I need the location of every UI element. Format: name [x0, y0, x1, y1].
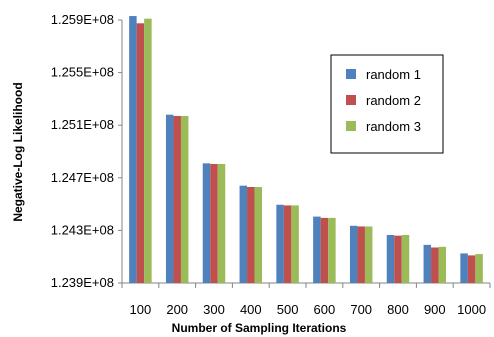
x-tick-label: 300 — [203, 302, 225, 317]
bar-random-2-900 — [431, 247, 439, 283]
x-tick-label: 200 — [166, 302, 188, 317]
x-tick-label: 100 — [130, 302, 152, 317]
bar-random-3-900 — [438, 246, 447, 283]
x-tick-label: 900 — [424, 302, 446, 317]
legend-label-random-1: random 1 — [366, 67, 421, 82]
legend-label-random-2: random 2 — [366, 93, 421, 108]
bar-random-3-600 — [328, 217, 336, 283]
bar-random-3-700 — [364, 226, 373, 283]
bar-random-1-800 — [386, 235, 395, 283]
y-tick-label: 1.247E+08 — [51, 170, 114, 185]
bar-random-1-100 — [129, 16, 137, 284]
bar-random-2-400 — [247, 187, 255, 283]
bar-random-2-100 — [136, 23, 145, 283]
bar-random-2-300 — [210, 163, 218, 283]
bar-random-3-400 — [254, 187, 263, 283]
y-tick-label: 1.251E+08 — [51, 117, 114, 132]
bar-random-1-900 — [423, 244, 432, 283]
legend: random 1 random 2 random 3 — [330, 54, 444, 154]
bar-random-2-800 — [394, 235, 402, 283]
bar-random-1-200 — [165, 114, 174, 284]
bar-random-3-800 — [401, 235, 410, 283]
x-tick-label: 400 — [240, 302, 262, 317]
y-tick-label: 1.255E+08 — [51, 65, 114, 80]
y-tick-label: 1.239E+08 — [51, 275, 114, 290]
bars-group — [129, 16, 483, 284]
bar-random-1-600 — [313, 216, 321, 283]
bar-random-1-400 — [239, 185, 248, 283]
bar-random-3-300 — [217, 163, 226, 283]
bar-random-2-500 — [283, 205, 292, 283]
x-tick-label: 700 — [350, 302, 372, 317]
bar-random-3-100 — [144, 18, 152, 284]
legend-swatch-random-1 — [346, 69, 356, 79]
legend-swatch-random-2 — [346, 95, 356, 105]
x-tick-group: 100 200 300 400 500 600 700 800 900 1000 — [121, 283, 491, 317]
bar-random-3-1000 — [475, 254, 483, 283]
legend-swatch-random-3 — [346, 121, 356, 131]
bar-random-1-1000 — [460, 253, 468, 283]
x-tick-label: 800 — [387, 302, 409, 317]
y-axis: 1.239E+08 1.243E+08 1.247E+08 1.251E+08 1.25… — [51, 12, 123, 290]
bar-random-1-300 — [202, 163, 211, 283]
x-axis: 100 200 300 400 500 600 700 800 900 1000 — [121, 282, 491, 317]
y-tick-label: 1.243E+08 — [51, 222, 114, 237]
bar-random-1-500 — [276, 204, 284, 283]
x-tick-label: 600 — [314, 302, 336, 317]
x-tick-label: 500 — [277, 302, 299, 317]
y-tick-group: 1.239E+08 1.243E+08 1.247E+08 1.251E+08 1.25… — [51, 12, 122, 290]
legend-items: random 1 random 2 random 3 — [346, 67, 421, 134]
bar-random-2-1000 — [467, 255, 476, 283]
y-axis-title: Negative-Log Likelihood — [11, 82, 25, 221]
bar-random-2-200 — [173, 115, 181, 284]
bar-random-3-500 — [291, 205, 299, 283]
legend-label-random-3: random 3 — [366, 119, 421, 134]
y-tick-label: 1.259E+08 — [51, 12, 114, 27]
bar-random-2-700 — [357, 226, 365, 283]
bar-random-1-700 — [349, 225, 358, 283]
bar-random-3-200 — [180, 115, 189, 284]
x-tick-label: 1000 — [457, 302, 486, 317]
x-axis-title: Number of Sampling Iterations — [172, 321, 347, 335]
bar-random-2-600 — [320, 217, 329, 283]
